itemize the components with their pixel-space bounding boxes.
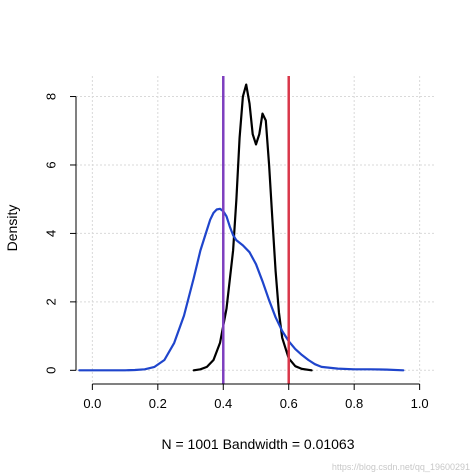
y-tick-label: 0	[43, 367, 58, 374]
y-tick-label: 6	[43, 161, 58, 168]
x-tick-label: 0.4	[214, 396, 232, 411]
axes: 0.0 0.2 0.4 0.6 0.8 1.0 0 2 4 6 8	[43, 93, 428, 411]
density-curves	[78, 83, 405, 372]
y-tick-label: 2	[43, 298, 58, 305]
x-axis-label: N = 1001 Bandwidth = 0.01063	[161, 436, 354, 452]
density-curve	[192, 83, 313, 372]
y-tick-label: 4	[43, 230, 58, 237]
x-tick-label: 0.8	[345, 396, 363, 411]
reference-lines	[222, 76, 290, 384]
y-tick-label: 8	[43, 93, 58, 100]
x-tick-label: 1.0	[411, 396, 429, 411]
x-tick-label: 0.0	[83, 396, 101, 411]
x-tick-label: 0.6	[280, 396, 298, 411]
y-axis-label: Density	[4, 205, 20, 252]
grid	[76, 76, 436, 384]
density-curve	[78, 207, 405, 372]
x-tick-label: 0.2	[149, 396, 167, 411]
watermark: https://blog.csdn.net/qq_19600291	[332, 462, 470, 472]
